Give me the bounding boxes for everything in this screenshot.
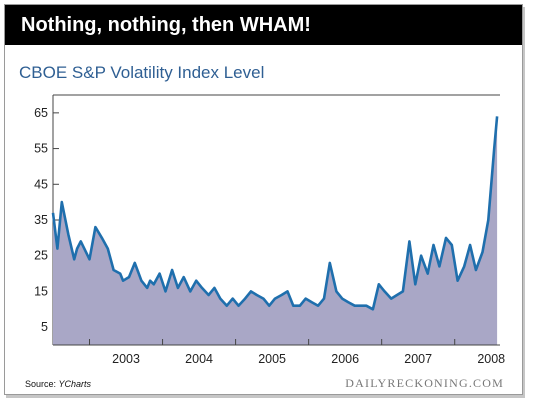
y-tick-label-65: 65 bbox=[34, 106, 48, 120]
source-label: Source: bbox=[25, 379, 57, 389]
y-tick-label-25: 25 bbox=[34, 249, 48, 263]
x-tick-label-2006: 2006 bbox=[331, 352, 359, 366]
y-tick-label-5: 5 bbox=[41, 320, 48, 334]
vix-area-chart: 5 15 25 35 45 55 65 2003 2004 2005 2006 2007 2008 bbox=[34, 94, 505, 366]
vix-series-line bbox=[51, 116, 499, 311]
vix-area-fill bbox=[53, 116, 498, 346]
headline-title: Nothing, nothing, then WHAM! bbox=[21, 14, 311, 36]
chart-card: Nothing, nothing, then WHAM! CBOE S&P Vo… bbox=[4, 4, 523, 395]
watermark: DAILYRECKONING.COM bbox=[345, 376, 504, 390]
y-tick-label-35: 35 bbox=[34, 213, 48, 227]
x-tick-label-2008: 2008 bbox=[477, 352, 505, 366]
source-name: YCharts bbox=[58, 379, 92, 389]
source-note: Source: YCharts bbox=[25, 379, 91, 389]
chart-title: CBOE S&P Volatility Index Level bbox=[19, 63, 265, 82]
y-tick-label-45: 45 bbox=[34, 177, 48, 191]
headline-banner: Nothing, nothing, then WHAM! bbox=[5, 5, 522, 45]
x-tick-label-2004: 2004 bbox=[185, 352, 213, 366]
y-tick-label-55: 55 bbox=[34, 142, 48, 156]
x-tick-label-2003: 2003 bbox=[112, 352, 140, 366]
x-tick-label-2007: 2007 bbox=[404, 352, 432, 366]
y-tick-label-15: 15 bbox=[34, 284, 48, 298]
x-tick-label-2005: 2005 bbox=[258, 352, 286, 366]
